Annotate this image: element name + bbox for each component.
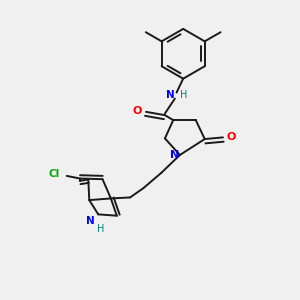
- Text: N: N: [85, 216, 94, 226]
- Text: N: N: [170, 150, 179, 160]
- Text: O: O: [132, 106, 142, 116]
- Text: N: N: [166, 90, 175, 100]
- Text: H: H: [180, 90, 187, 100]
- Text: Cl: Cl: [49, 169, 60, 178]
- Text: H: H: [97, 224, 104, 234]
- Text: O: O: [226, 132, 236, 142]
